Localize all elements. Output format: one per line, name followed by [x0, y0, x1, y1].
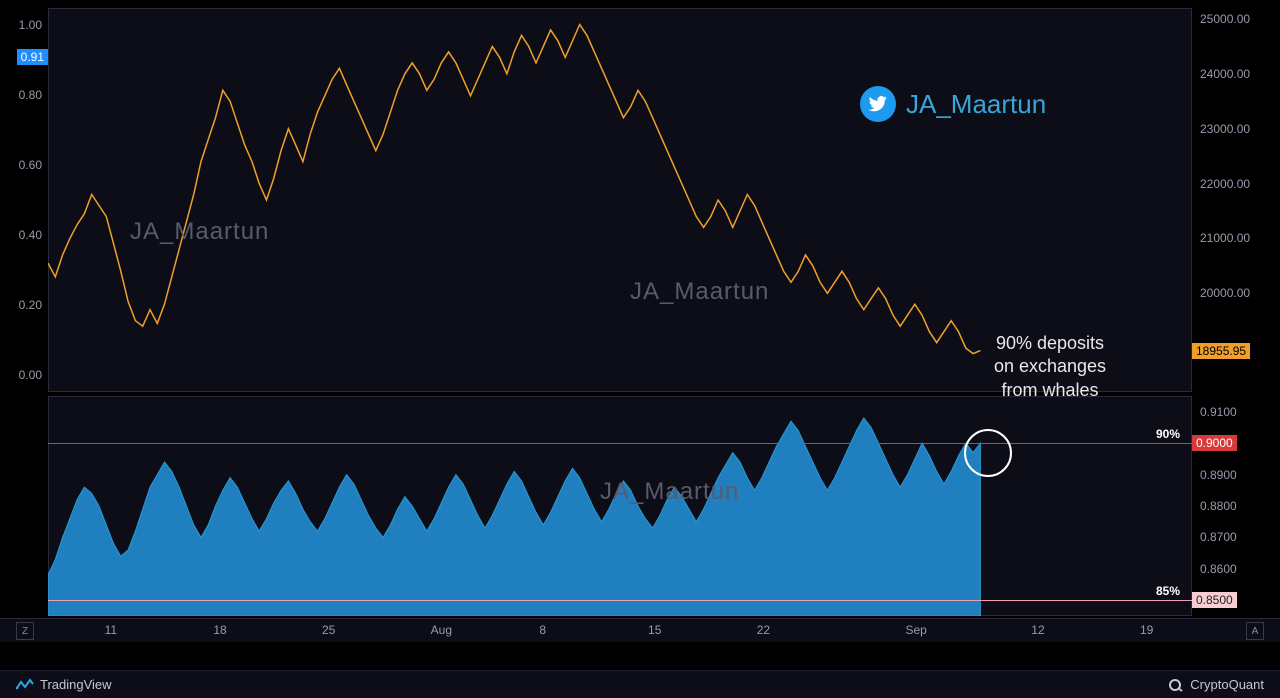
- zoom-auto-button[interactable]: A: [1246, 622, 1264, 640]
- left-axis-tick: 0.80: [2, 88, 42, 102]
- cryptoquant-icon: [1168, 678, 1184, 692]
- price-axis-tick: 22000.00: [1200, 177, 1250, 191]
- tradingview-label: TradingView: [40, 677, 112, 692]
- indicator-chart-panel[interactable]: [48, 396, 1192, 616]
- left-axis-tick: 1.00: [2, 18, 42, 32]
- zoom-out-button[interactable]: Z: [16, 622, 34, 640]
- price-axis-tick: 23000.00: [1200, 122, 1250, 136]
- price-current-badge: 18955.95: [1192, 343, 1250, 359]
- tradingview-icon: [16, 678, 34, 692]
- price-axis-tick: 20000.00: [1200, 286, 1250, 300]
- reference-line-badge: 0.9000: [1192, 435, 1237, 451]
- left-axis-tick: 0.20: [2, 298, 42, 312]
- left-axis-tick: 0.00: [2, 368, 42, 382]
- left-axis-tick: 0.60: [2, 158, 42, 172]
- indicator-axis-tick: 0.9100: [1200, 405, 1237, 419]
- indicator-axis-tick: 0.8600: [1200, 562, 1237, 576]
- left-axis-current-badge: 0.91: [17, 49, 48, 65]
- price-axis-tick: 19000.00: [1200, 341, 1250, 355]
- tradingview-brand[interactable]: TradingView: [16, 677, 112, 692]
- cryptoquant-label: CryptoQuant: [1190, 677, 1264, 692]
- cryptoquant-brand[interactable]: CryptoQuant: [1168, 677, 1264, 692]
- indicator-axis-tick: 0.8800: [1200, 499, 1237, 513]
- time-axis[interactable]: Z A: [0, 618, 1280, 642]
- price-chart-panel[interactable]: [48, 8, 1192, 392]
- chart-frame: Z A TradingView CryptoQuant 19000.00 2000…: [0, 0, 1280, 698]
- price-axis-tick: 24000.00: [1200, 67, 1250, 81]
- price-axis-tick: 25000.00: [1200, 12, 1250, 26]
- reference-line-badge: 0.8500: [1192, 592, 1237, 608]
- price-axis-tick: 21000.00: [1200, 231, 1250, 245]
- indicator-axis-tick: 0.9000: [1200, 436, 1237, 450]
- left-axis-tick: 0.40: [2, 228, 42, 242]
- indicator-axis-tick: 0.8700: [1200, 530, 1237, 544]
- indicator-axis-tick: 0.8900: [1200, 468, 1237, 482]
- indicator-axis-tick: 0.8500: [1200, 593, 1237, 607]
- footer-bar: TradingView CryptoQuant: [0, 670, 1280, 698]
